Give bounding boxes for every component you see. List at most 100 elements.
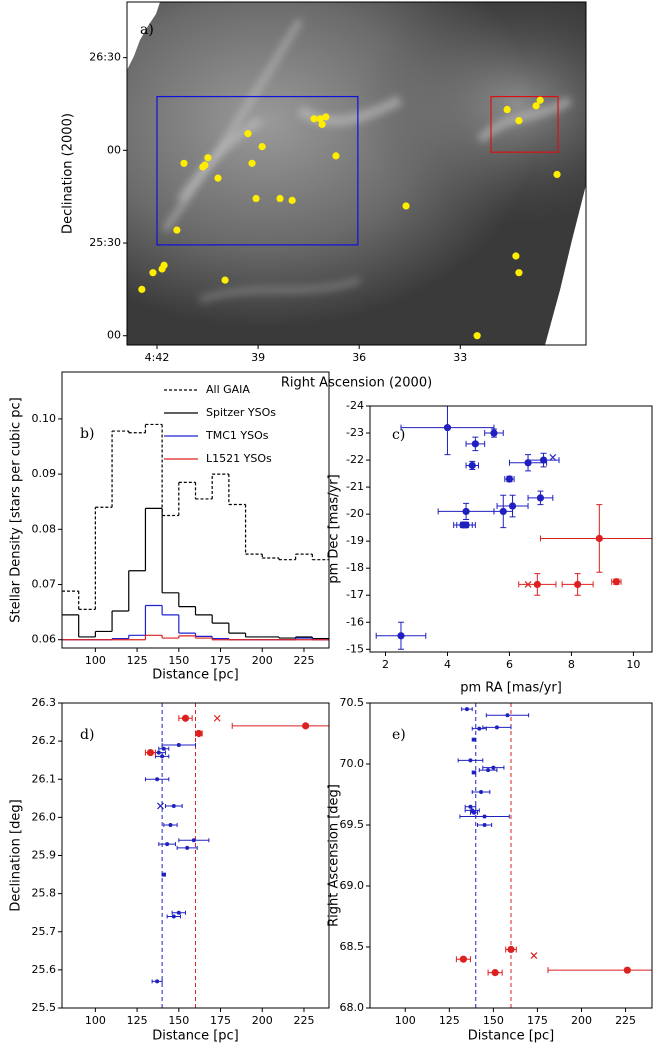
point xyxy=(494,725,499,730)
x-tick-label: 150 xyxy=(483,1014,504,1027)
point xyxy=(499,507,507,516)
yso-point xyxy=(318,120,326,128)
point xyxy=(612,578,620,586)
axes-frame xyxy=(126,1,587,346)
x-tick-label: 4 xyxy=(444,658,451,671)
yso-point xyxy=(332,152,340,160)
x-tick-label: 125 xyxy=(439,1014,460,1027)
x-error-bar xyxy=(547,967,652,974)
point xyxy=(490,429,498,437)
yso-point xyxy=(503,105,511,114)
point xyxy=(471,737,476,742)
x-tick-label: 36 xyxy=(352,351,366,364)
yso-point xyxy=(173,226,181,234)
x-tick-label: 6 xyxy=(506,658,513,671)
point xyxy=(185,845,190,850)
x-tick-label: 100 xyxy=(85,1014,106,1027)
y-tick-label: -18 xyxy=(346,561,364,574)
plot-area xyxy=(144,703,329,1008)
point xyxy=(505,475,514,483)
x-tick-label: 225 xyxy=(293,1014,314,1027)
point xyxy=(533,580,541,589)
yso-point xyxy=(288,196,296,204)
y-axis-label: Stellar Density [stars per cubic pc] xyxy=(9,397,24,622)
point xyxy=(156,750,161,755)
panel-label: e) xyxy=(392,727,406,743)
y-tick-label: 68.0 xyxy=(340,1001,365,1014)
x-tick-label: 200 xyxy=(252,1014,273,1027)
plot-area xyxy=(62,423,329,641)
point xyxy=(468,804,473,809)
y-tick-label: 26.0 xyxy=(32,810,57,823)
x-tick-label: 225 xyxy=(293,654,314,667)
point xyxy=(155,777,160,782)
x-marker xyxy=(549,453,557,461)
y-tick-label: -15 xyxy=(346,642,364,655)
point xyxy=(191,838,196,843)
point xyxy=(536,494,545,502)
point xyxy=(462,507,470,516)
yso-point xyxy=(402,202,410,210)
x-axis-label: Distance [pc] xyxy=(152,1029,239,1044)
x-tick-label: 225 xyxy=(615,1014,636,1027)
axes-frame xyxy=(61,371,330,649)
x-tick-label: 200 xyxy=(571,1014,592,1027)
point xyxy=(459,955,468,963)
y-tick-label: -16 xyxy=(346,615,364,628)
y-tick-label: 26.3 xyxy=(32,696,57,709)
point xyxy=(195,729,203,738)
point xyxy=(161,746,166,751)
plot-area xyxy=(375,406,652,650)
yso-point xyxy=(252,194,260,203)
x-tick-label: 150 xyxy=(168,654,189,667)
point xyxy=(171,914,176,919)
point xyxy=(574,580,582,589)
x-tick-label: 39 xyxy=(251,351,265,364)
panel-label: c) xyxy=(392,427,405,443)
y-tick-label: 26.2 xyxy=(32,734,57,747)
legend-label: All GAIA xyxy=(206,383,250,396)
y-tick-label: 0.06 xyxy=(32,633,57,646)
x-tick-label: 125 xyxy=(127,1014,148,1027)
point xyxy=(302,722,310,730)
y-tick-label: -22 xyxy=(346,453,364,466)
y-tick-label: 70.5 xyxy=(340,696,365,709)
y-tick-label: 69.0 xyxy=(340,879,365,892)
yso-point xyxy=(149,269,157,277)
point xyxy=(491,765,496,770)
x-tick-label: 10 xyxy=(626,658,640,671)
x-marker xyxy=(157,802,164,810)
yso-point xyxy=(158,265,166,273)
x-axis-label: Distance [pc] xyxy=(152,668,239,683)
point xyxy=(176,742,181,747)
y-tick-label: -20 xyxy=(346,507,364,520)
panel-label: b) xyxy=(80,426,94,442)
point xyxy=(491,969,499,977)
yso-point xyxy=(180,159,188,167)
y-tick-label: 0.10 xyxy=(32,412,57,425)
x-tick-label: 150 xyxy=(168,1014,189,1027)
yso-point xyxy=(553,170,561,179)
x-marker xyxy=(524,580,532,588)
yso-point xyxy=(138,285,146,293)
point xyxy=(539,456,548,464)
yso-point xyxy=(258,143,266,151)
x-tick-label: 175 xyxy=(210,654,231,667)
yso-point xyxy=(473,332,481,340)
x-tick-label: 8 xyxy=(568,658,575,671)
region-box xyxy=(156,95,359,246)
y-tick-label: 25.7 xyxy=(32,925,57,938)
y-tick-label: -23 xyxy=(346,426,364,439)
x-tick-label: 200 xyxy=(252,654,273,667)
yso-point xyxy=(316,115,324,123)
point xyxy=(176,910,181,915)
point xyxy=(505,713,510,718)
region-box xyxy=(490,95,559,153)
point xyxy=(482,823,487,827)
y-tick-label: 25.8 xyxy=(32,887,57,900)
yso-point xyxy=(310,115,318,123)
yso-point xyxy=(199,163,207,171)
y-axis-label: Declination (2000) xyxy=(61,113,76,234)
y-tick-label: 25.5 xyxy=(32,1001,57,1014)
